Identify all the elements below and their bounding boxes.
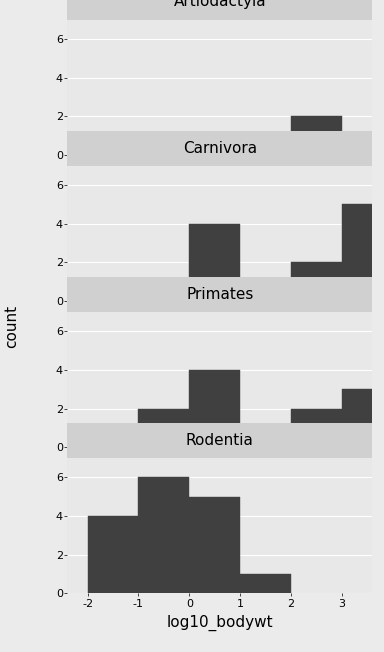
Bar <box>342 389 384 447</box>
Text: Artiodactyla: Artiodactyla <box>174 0 266 10</box>
Text: count: count <box>4 304 19 348</box>
Bar <box>291 116 342 155</box>
Bar <box>240 136 291 155</box>
Bar <box>291 409 342 447</box>
Bar <box>342 204 384 301</box>
Bar <box>240 428 291 447</box>
Bar <box>189 370 240 447</box>
Text: Rodentia: Rodentia <box>186 433 254 448</box>
FancyBboxPatch shape <box>67 0 372 20</box>
Bar <box>189 497 240 593</box>
Bar <box>342 136 384 155</box>
Bar <box>138 409 189 447</box>
Bar <box>138 477 189 593</box>
Bar <box>291 262 342 301</box>
Text: Carnivora: Carnivora <box>183 141 257 156</box>
Bar <box>189 224 240 301</box>
Text: Primates: Primates <box>186 287 253 302</box>
FancyBboxPatch shape <box>67 276 372 312</box>
FancyBboxPatch shape <box>67 422 372 458</box>
Bar <box>88 516 138 593</box>
FancyBboxPatch shape <box>67 130 372 166</box>
X-axis label: log10_bodywt: log10_bodywt <box>167 614 273 630</box>
Bar <box>240 574 291 593</box>
